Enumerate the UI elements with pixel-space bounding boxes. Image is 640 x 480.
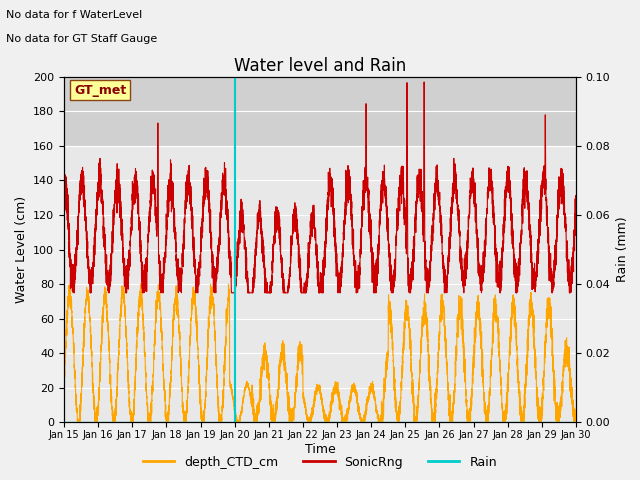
Text: No data for f WaterLevel: No data for f WaterLevel [6,10,143,20]
Text: No data for GT Staff Gauge: No data for GT Staff Gauge [6,34,157,44]
Title: Water level and Rain: Water level and Rain [234,57,406,75]
Text: GT_met: GT_met [74,84,127,96]
Bar [64,146,576,422]
Legend: depth_CTD_cm, SonicRng, Rain: depth_CTD_cm, SonicRng, Rain [138,451,502,474]
Bar [64,77,576,146]
Y-axis label: Water Level (cm): Water Level (cm) [15,196,28,303]
X-axis label: Time: Time [305,443,335,456]
Y-axis label: Rain (mm): Rain (mm) [616,217,629,282]
